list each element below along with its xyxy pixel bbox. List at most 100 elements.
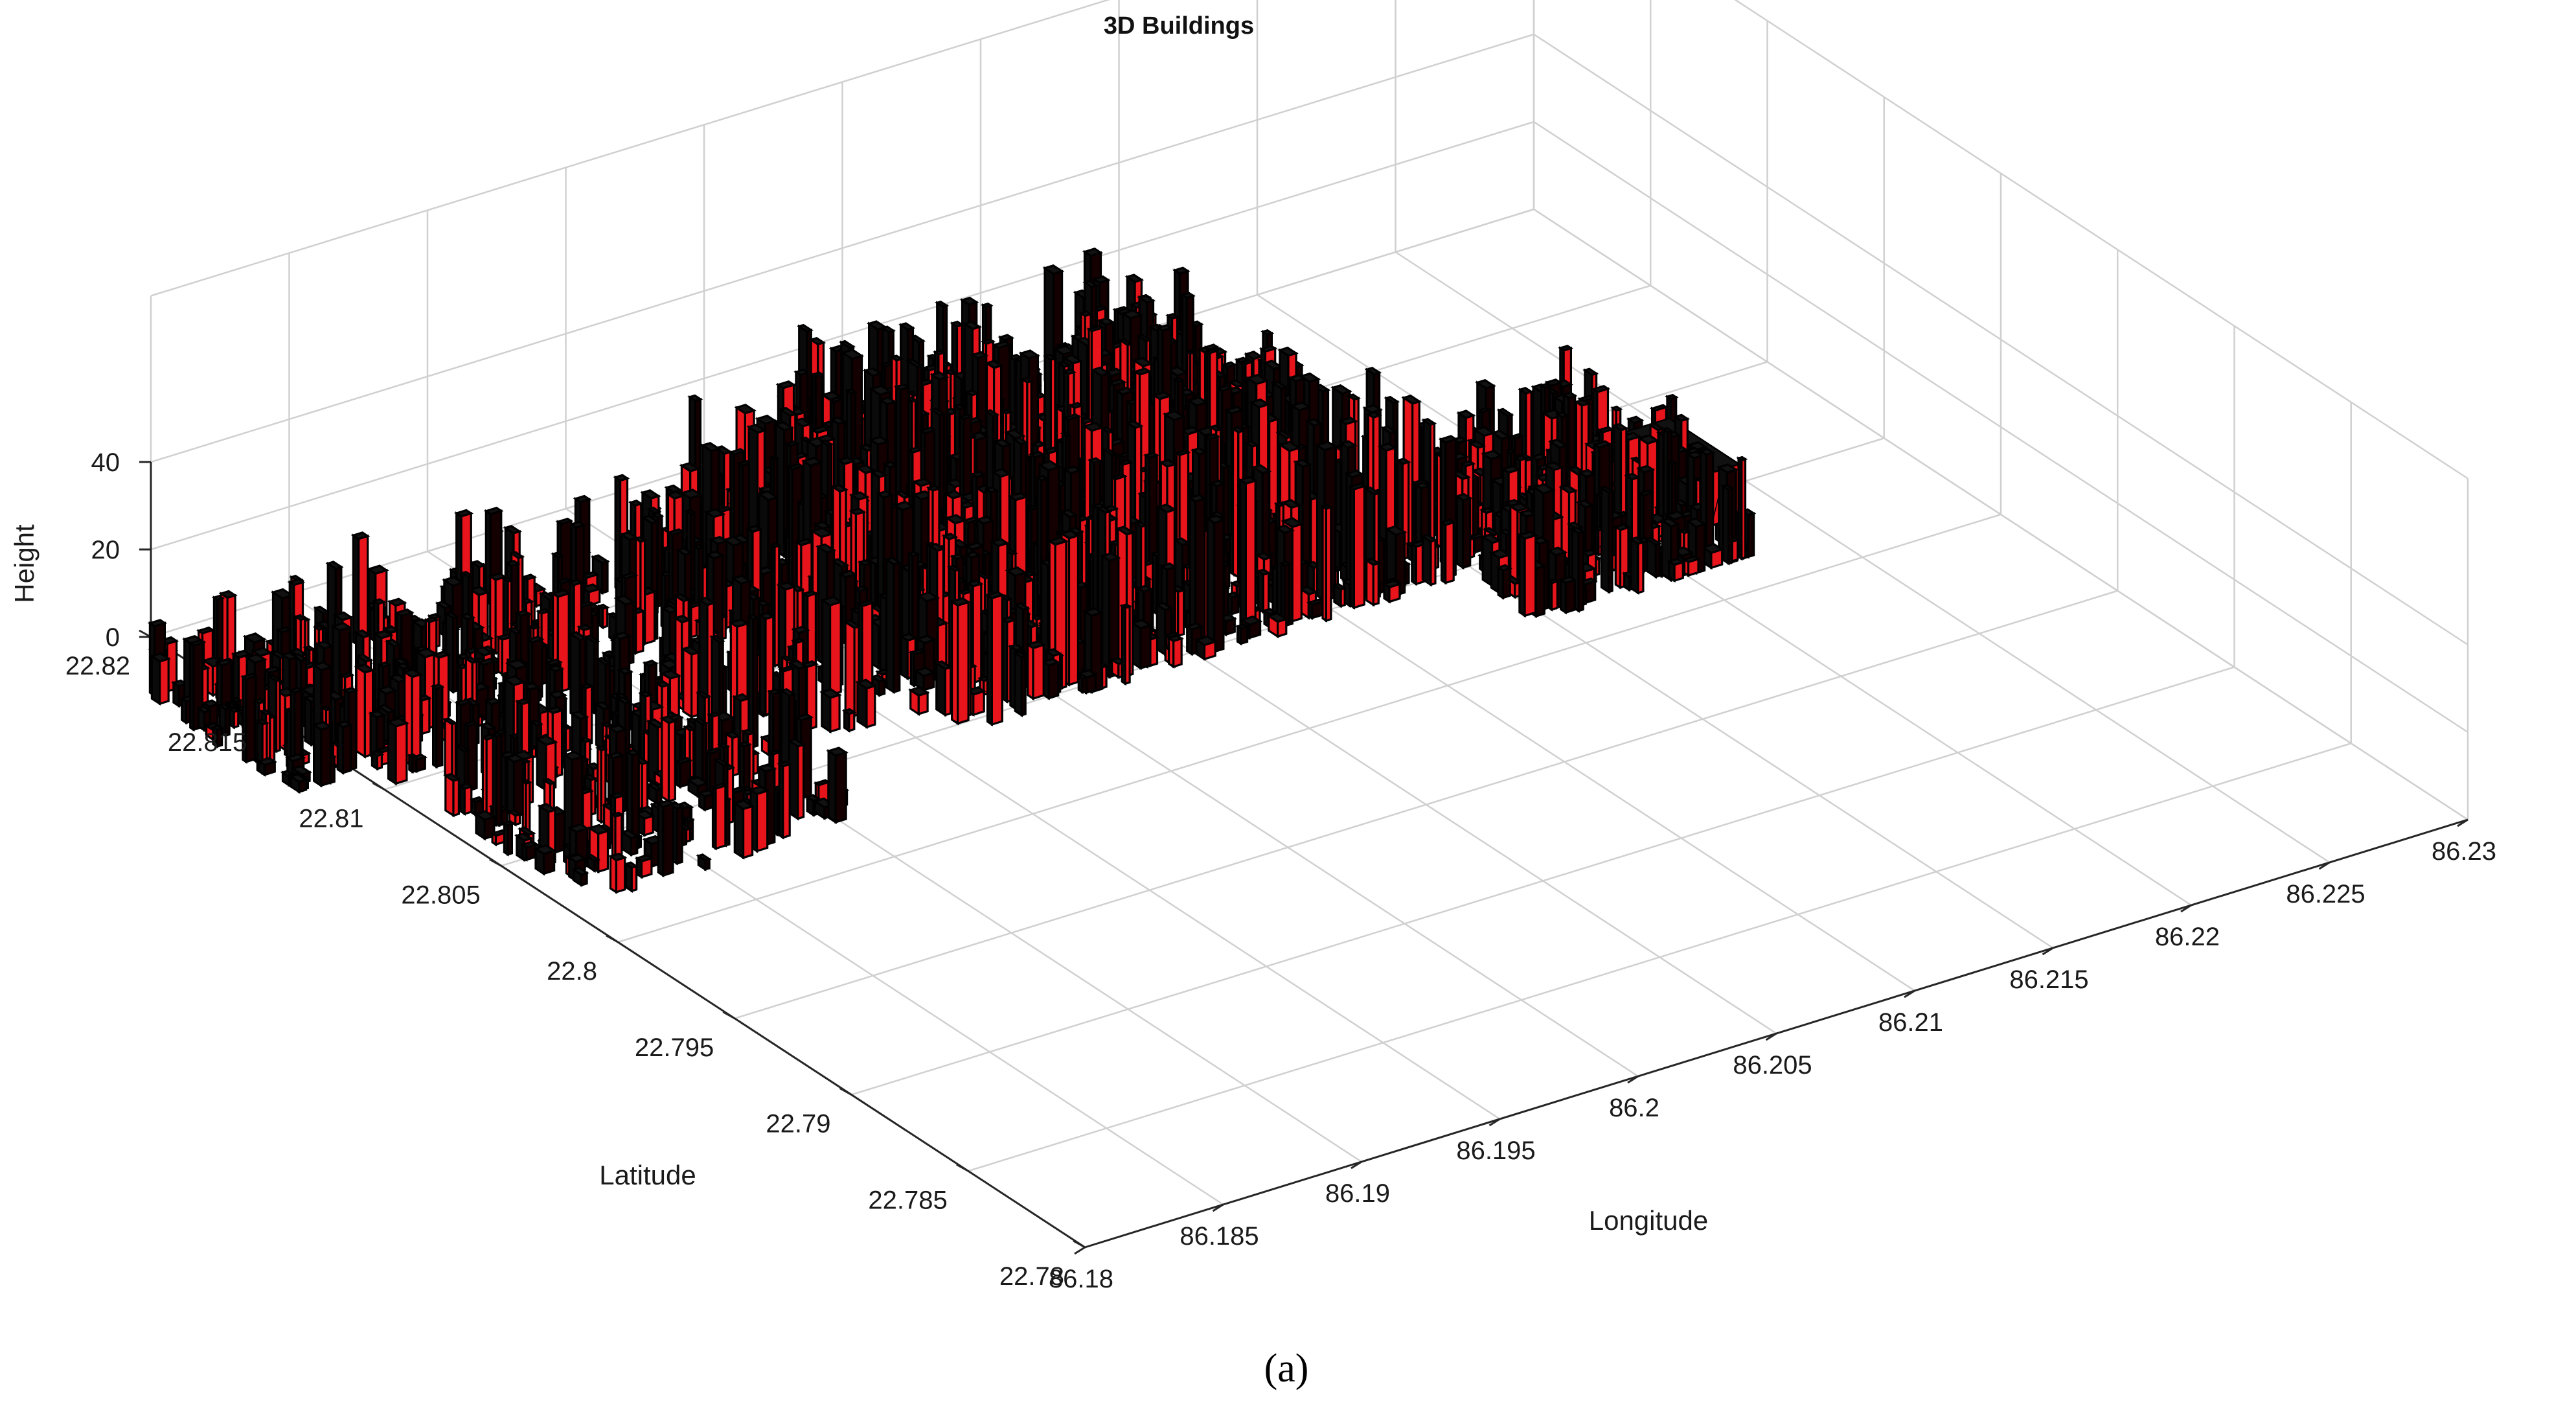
building-bar-2213 — [571, 866, 589, 888]
building-bar-2211 — [634, 854, 654, 879]
building-bar-1830 — [907, 686, 930, 716]
building-bar-1221 — [1382, 579, 1402, 604]
building-bar-873 — [1736, 456, 1748, 561]
building-bar-2096 — [311, 721, 333, 788]
building-bar-1307 — [1225, 591, 1241, 616]
lon-tick-mark-4 — [1627, 1075, 1639, 1084]
lon-tick-label-6: 86.21 — [1878, 1008, 1943, 1037]
building-bar-2139 — [457, 782, 474, 816]
building-bar-1430 — [1266, 612, 1289, 639]
lat-tick-label-6: 22.81 — [299, 805, 363, 833]
building-bar-1850 — [681, 645, 701, 719]
building-bar-1311 — [1517, 531, 1538, 618]
building-bar-1489 — [1235, 623, 1250, 646]
lat-tick-mark-0 — [1073, 1240, 1086, 1249]
building-bar-1878 — [985, 590, 1005, 727]
building-bar-2209 — [655, 799, 676, 878]
lat-tick-label-0: 22.78 — [999, 1262, 1064, 1291]
x-axis-label: Longitude — [1589, 1205, 1709, 1236]
building-bar-1519 — [1205, 514, 1226, 654]
building-bar-2204 — [696, 853, 712, 871]
lon-tick-label-1: 86.185 — [1180, 1222, 1259, 1251]
building-bar-1202 — [1496, 564, 1512, 600]
lon-tick-label-2: 86.19 — [1325, 1179, 1390, 1208]
building-bar-2161 — [490, 732, 504, 827]
building-bar-1328 — [1306, 598, 1325, 620]
building-bar-2191 — [619, 829, 640, 857]
building-bar-2214 — [623, 861, 639, 894]
lat-tick-mark-3 — [722, 1011, 735, 1020]
building-bar-1770 — [1025, 640, 1046, 701]
lat-tick-mark-4 — [606, 934, 619, 943]
building-bar-2193 — [732, 799, 755, 860]
lon-tick-label-9: 86.225 — [2286, 880, 2365, 908]
building-bar-1884 — [855, 678, 878, 730]
building-bar-1600 — [1166, 634, 1184, 669]
lon-tick-mark-8 — [2180, 904, 2192, 913]
building-bar-1416 — [1238, 476, 1258, 635]
lat-tick-label-7: 22.815 — [168, 728, 247, 757]
building-bar-1896 — [227, 706, 241, 730]
lat-tick-label-1: 22.785 — [868, 1186, 947, 1214]
wall-grid-z-2 — [150, 33, 2468, 646]
lon-tick-label-5: 86.205 — [1733, 1051, 1812, 1079]
building-bar-1875 — [949, 597, 971, 726]
building-bar-2153 — [826, 746, 849, 824]
building-bar-1769 — [1040, 658, 1061, 700]
building-bar-1149 — [1628, 536, 1646, 595]
floor-grid-lat-3 — [734, 590, 2118, 1019]
building-bar-1908 — [819, 688, 842, 734]
building-bar-2063 — [256, 757, 278, 777]
building-bar-2148 — [786, 737, 806, 821]
building-bar-2184 — [710, 782, 728, 851]
figure-caption: (a) — [1264, 1346, 1309, 1391]
building-bar-1736 — [883, 557, 902, 695]
lon-tick-label-10: 86.23 — [2432, 837, 2496, 866]
building-bar-1914 — [841, 708, 857, 733]
y-axis-label: Latitude — [599, 1160, 696, 1190]
building-bar-2046 — [369, 750, 385, 771]
building-bar-2140 — [443, 772, 462, 818]
building-bar-2120 — [659, 715, 678, 803]
building-bar-2057 — [407, 753, 419, 774]
building-bar-1059 — [1439, 518, 1456, 585]
lon-tick-label-3: 86.195 — [1456, 1137, 1535, 1165]
lat-tick-mark-2 — [839, 1087, 852, 1096]
building-bar-2044 — [430, 683, 445, 769]
building-bar-2091 — [385, 717, 409, 786]
building-bar-899 — [1720, 483, 1735, 566]
z-tick-label-1: 20 — [91, 536, 120, 564]
wall-top-edge — [150, 0, 2468, 479]
lon-tick-label-4: 86.2 — [1609, 1094, 1659, 1122]
lon-tick-mark-10 — [2457, 818, 2468, 827]
lat-tick-label-3: 22.795 — [635, 1033, 714, 1062]
building-bar-1254 — [1332, 583, 1347, 608]
lat-tick-label-4: 22.8 — [547, 957, 597, 986]
building-bar-1297 — [1558, 575, 1578, 615]
building-bar-1345 — [1320, 503, 1334, 623]
building-bar-1836 — [933, 660, 953, 717]
building-bar-1392 — [596, 603, 610, 630]
floor-grid-lat-1 — [968, 743, 2352, 1172]
building-bar-2197 — [519, 840, 538, 862]
lat-tick-label-8: 22.82 — [65, 652, 130, 680]
building-bar-1981 — [746, 614, 760, 749]
chart-title: 3D Buildings — [1104, 12, 1254, 40]
building-bar-1491 — [350, 531, 370, 648]
building-bar-2215 — [608, 852, 628, 894]
lon-tick-label-7: 86.215 — [2009, 965, 2088, 994]
building-bar-1701 — [1119, 603, 1132, 686]
wall-grid-z-0 — [150, 208, 2468, 821]
building-bar-2169 — [777, 761, 792, 840]
building-bar-2123 — [646, 782, 664, 805]
building-bar-2206 — [585, 853, 601, 873]
building-bar-2192 — [501, 820, 515, 857]
building-bar-928 — [1454, 492, 1473, 570]
z-axis-label: Height — [9, 524, 40, 603]
building-bar-2165 — [520, 779, 532, 833]
building-bar-2085 — [442, 717, 459, 781]
building-bar-2092 — [692, 717, 709, 785]
building-bar-1240 — [1363, 557, 1382, 607]
building-bar-1791 — [149, 652, 171, 706]
